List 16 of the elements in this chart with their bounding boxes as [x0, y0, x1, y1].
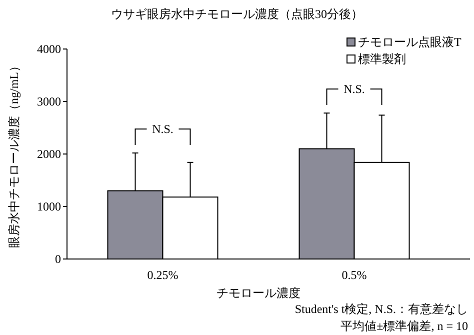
chart-title: ウサギ眼房水中チモロール濃度（点眼30分後）: [111, 7, 363, 21]
x-axis-title: チモロール濃度: [216, 286, 300, 300]
annotation: N.S.: [344, 82, 365, 96]
text: 平均値±標準偏差, n = 10: [340, 319, 468, 333]
annotation: N.S.: [152, 122, 174, 136]
y-tick-label: 1000: [37, 200, 61, 214]
y-tick-label: 0: [55, 252, 61, 266]
y-tick-label: 3000: [37, 94, 61, 108]
text: Student's t検定, N.S.：有意差なし: [294, 302, 468, 316]
x-tick-label: 0.5%: [342, 268, 367, 282]
x-tick-label: 0.25%: [147, 268, 178, 282]
y-axis-title: 眼房水中チモロール濃度（ng/mL）: [7, 60, 21, 248]
y-tick-label: 2000: [37, 147, 61, 161]
y-tick-label: 4000: [37, 42, 61, 56]
legend-label: 標準製剤: [358, 52, 406, 66]
legend-label: チモロール点眼液T: [358, 35, 462, 49]
